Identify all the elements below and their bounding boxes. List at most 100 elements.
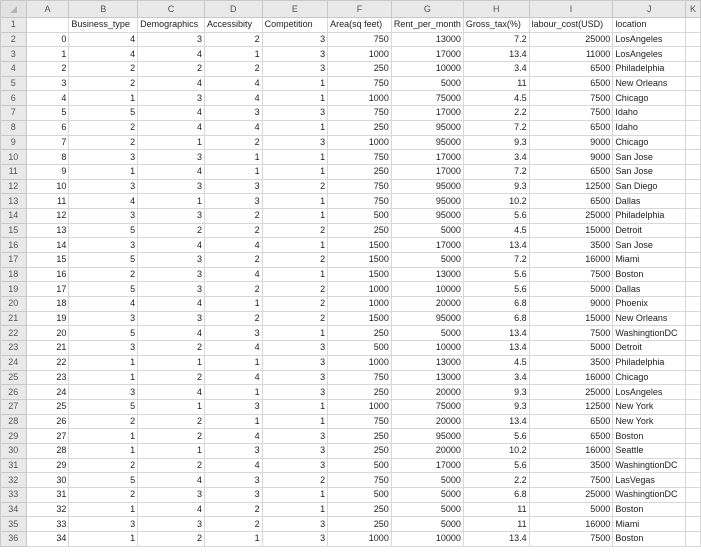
cell[interactable] bbox=[685, 531, 701, 547]
cell[interactable]: 1 bbox=[68, 501, 139, 518]
cell[interactable]: 1 bbox=[68, 531, 139, 547]
cell[interactable]: 2 bbox=[137, 457, 205, 474]
cell[interactable]: 750 bbox=[327, 413, 392, 430]
cell[interactable]: 6500 bbox=[528, 75, 614, 92]
column-header-f[interactable]: F bbox=[327, 0, 392, 18]
cell[interactable]: 10000 bbox=[390, 531, 464, 547]
cell[interactable]: 250 bbox=[327, 428, 392, 444]
column-header-g[interactable]: G bbox=[390, 0, 464, 18]
cell[interactable]: 4.5 bbox=[462, 222, 530, 239]
cell[interactable]: 17000 bbox=[390, 149, 464, 165]
cell[interactable] bbox=[685, 178, 701, 195]
select-all-corner[interactable] bbox=[0, 0, 27, 18]
row-header-11[interactable]: 11 bbox=[0, 163, 27, 180]
cell[interactable]: 5.6 bbox=[462, 281, 530, 298]
cell[interactable]: 2 bbox=[261, 281, 329, 298]
row-header-25[interactable]: 25 bbox=[0, 369, 27, 386]
cell[interactable]: 3 bbox=[68, 340, 139, 356]
cell[interactable]: 95000 bbox=[390, 428, 464, 444]
cell[interactable]: 5000 bbox=[390, 487, 464, 503]
cell[interactable]: 5000 bbox=[390, 472, 464, 488]
row-header-21[interactable]: 21 bbox=[0, 310, 27, 327]
cell[interactable]: 5 bbox=[68, 398, 139, 415]
cell[interactable]: Chicago bbox=[612, 90, 687, 107]
cell[interactable]: 2 bbox=[261, 296, 329, 312]
cell[interactable]: 7.2 bbox=[462, 119, 530, 136]
cell[interactable]: San Diego bbox=[612, 178, 687, 195]
header-cell[interactable]: Rent_per_month bbox=[390, 17, 464, 33]
cell[interactable]: Phoenix bbox=[612, 296, 687, 312]
cell[interactable]: 2.2 bbox=[462, 105, 530, 121]
cell[interactable]: 20000 bbox=[390, 413, 464, 430]
row-header-17[interactable]: 17 bbox=[0, 252, 27, 268]
cell[interactable]: Boston bbox=[612, 531, 687, 547]
cell[interactable]: 9.3 bbox=[462, 134, 530, 151]
cell[interactable] bbox=[685, 222, 701, 239]
cell[interactable]: New York bbox=[612, 413, 687, 430]
cell[interactable] bbox=[685, 354, 701, 371]
cell[interactable]: 9 bbox=[25, 163, 70, 180]
cell[interactable]: 250 bbox=[327, 163, 392, 180]
cell[interactable]: 4 bbox=[203, 340, 263, 356]
cell[interactable]: 1 bbox=[137, 442, 205, 459]
cell[interactable]: 2 bbox=[203, 207, 263, 224]
cell[interactable]: 12500 bbox=[528, 178, 614, 195]
header-cell[interactable] bbox=[685, 17, 701, 33]
cell[interactable]: 2 bbox=[203, 222, 263, 239]
cell[interactable]: 5 bbox=[68, 222, 139, 239]
cell[interactable]: 7 bbox=[25, 134, 70, 151]
cell[interactable]: 9000 bbox=[528, 296, 614, 312]
cell[interactable]: 95000 bbox=[390, 134, 464, 151]
cell[interactable]: 4.5 bbox=[462, 90, 530, 107]
cell[interactable]: 6500 bbox=[528, 428, 614, 444]
cell[interactable]: 26 bbox=[25, 413, 70, 430]
cell[interactable] bbox=[685, 75, 701, 92]
cell[interactable] bbox=[685, 369, 701, 386]
cell[interactable]: 20000 bbox=[390, 384, 464, 400]
cell[interactable]: 2 bbox=[203, 501, 263, 518]
cell[interactable]: 1 bbox=[203, 384, 263, 400]
cell[interactable]: 5.6 bbox=[462, 207, 530, 224]
cell[interactable]: 1 bbox=[25, 46, 70, 63]
cell[interactable]: 4 bbox=[25, 90, 70, 107]
cell[interactable]: 250 bbox=[327, 119, 392, 136]
cell[interactable]: 75000 bbox=[390, 398, 464, 415]
cell[interactable]: 13.4 bbox=[462, 413, 530, 430]
cell[interactable]: 2 bbox=[137, 61, 205, 77]
cell[interactable]: 3 bbox=[68, 178, 139, 195]
cell[interactable]: 4 bbox=[137, 75, 205, 92]
cell[interactable]: 12500 bbox=[528, 398, 614, 415]
row-header-8[interactable]: 8 bbox=[0, 119, 27, 136]
row-header-35[interactable]: 35 bbox=[0, 516, 27, 533]
cell[interactable]: 2 bbox=[261, 472, 329, 488]
cell[interactable] bbox=[685, 442, 701, 459]
cell[interactable]: 1 bbox=[261, 119, 329, 136]
cell[interactable]: Philadelphia bbox=[612, 61, 687, 77]
cell[interactable]: Chicago bbox=[612, 134, 687, 151]
cell[interactable]: 3 bbox=[203, 472, 263, 488]
cell[interactable] bbox=[685, 413, 701, 430]
cell[interactable]: Seattle bbox=[612, 442, 687, 459]
cell[interactable]: 34 bbox=[25, 531, 70, 547]
cell[interactable]: 7.2 bbox=[462, 252, 530, 268]
cell[interactable]: 20 bbox=[25, 325, 70, 342]
cell[interactable]: 4 bbox=[203, 428, 263, 444]
cell[interactable]: 2 bbox=[203, 516, 263, 533]
row-header-5[interactable]: 5 bbox=[0, 75, 27, 92]
cell[interactable]: 3 bbox=[68, 384, 139, 400]
cell[interactable]: 1500 bbox=[327, 252, 392, 268]
cell[interactable]: 7500 bbox=[528, 531, 614, 547]
cell[interactable]: 6.8 bbox=[462, 310, 530, 327]
cell[interactable]: 750 bbox=[327, 369, 392, 386]
cell[interactable]: 3 bbox=[203, 325, 263, 342]
cell[interactable]: 1 bbox=[261, 398, 329, 415]
row-header-32[interactable]: 32 bbox=[0, 472, 27, 488]
header-cell[interactable]: Gross_tax(%) bbox=[462, 17, 530, 33]
cell[interactable]: 2 bbox=[261, 178, 329, 195]
cell[interactable]: Chicago bbox=[612, 369, 687, 386]
cell[interactable]: 4 bbox=[203, 237, 263, 253]
cell[interactable]: 250 bbox=[327, 222, 392, 239]
row-header-26[interactable]: 26 bbox=[0, 384, 27, 400]
cell[interactable]: 27 bbox=[25, 428, 70, 444]
cell[interactable]: 3 bbox=[261, 340, 329, 356]
